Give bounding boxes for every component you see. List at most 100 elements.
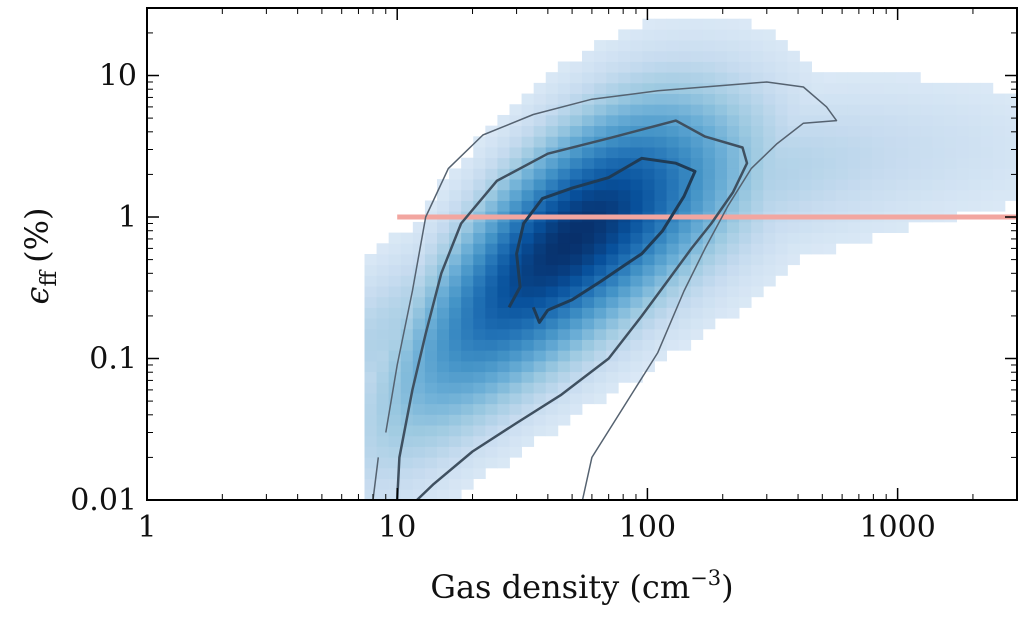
heatmap-cell <box>896 189 909 201</box>
heatmap-cell <box>835 147 849 159</box>
heatmap-cell <box>412 286 426 298</box>
heatmap-cell <box>823 157 837 169</box>
heatmap-cell <box>533 179 547 191</box>
heatmap-cell <box>763 61 776 73</box>
heatmap-cell <box>896 82 909 94</box>
heatmap-cell <box>690 307 704 319</box>
heatmap-cell <box>412 414 426 426</box>
heatmap-cell <box>618 275 631 287</box>
heatmap-cell <box>678 339 692 351</box>
heatmap-cell <box>545 125 559 137</box>
heatmap-cell <box>557 318 571 330</box>
heatmap-cell <box>606 339 619 351</box>
heatmap-cell <box>799 221 812 234</box>
heatmap-cell <box>835 179 849 191</box>
heatmap-cell <box>509 414 522 426</box>
heatmap-cell <box>702 93 716 105</box>
heatmap-cell <box>376 425 390 437</box>
heatmap-cell <box>751 147 764 159</box>
heatmap-cell <box>920 82 933 94</box>
heatmap-cell <box>763 275 776 287</box>
heatmap-cell <box>835 189 849 201</box>
heatmap-cell <box>727 147 740 159</box>
heatmap-cell <box>509 264 522 276</box>
heatmap-cell <box>521 296 535 308</box>
heatmap-cell <box>908 168 921 180</box>
heatmap-cell <box>642 157 655 169</box>
heatmap-cell <box>437 489 450 501</box>
heatmap-cell <box>449 339 462 351</box>
heatmap-cell <box>799 157 812 169</box>
heatmap-cell <box>618 147 631 159</box>
heatmap-cell <box>642 200 655 212</box>
heatmap-cell <box>557 136 571 148</box>
heatmap-cell <box>545 403 559 415</box>
heatmap-cell <box>714 125 728 137</box>
heatmap-cell <box>775 125 788 137</box>
heatmap-cell <box>437 371 450 383</box>
heatmap-cell <box>739 157 752 169</box>
heatmap-cell <box>533 114 547 127</box>
heatmap-cell <box>630 50 643 62</box>
heatmap-cell <box>388 360 402 373</box>
heatmap-cell <box>654 307 667 319</box>
heatmap-cell <box>787 72 800 84</box>
heatmap-cell <box>569 232 583 244</box>
heatmap-cell <box>787 93 800 105</box>
heatmap-cell <box>872 200 885 212</box>
heatmap-cell <box>557 414 571 426</box>
heatmap-cell <box>727 40 740 52</box>
heatmap-cell <box>582 350 595 362</box>
heatmap-cell <box>847 232 861 244</box>
heatmap-cell <box>461 221 474 234</box>
heatmap-cell <box>884 136 897 148</box>
heatmap-cell <box>690 318 704 330</box>
heatmap-cell <box>751 179 764 191</box>
heatmap-cell <box>702 200 716 212</box>
heatmap-cell <box>449 382 462 394</box>
heatmap-cell <box>594 243 607 255</box>
heatmap-cell <box>437 360 450 373</box>
heatmap-cell <box>424 414 438 426</box>
heatmap-cell <box>509 232 522 244</box>
heatmap-cell <box>642 168 655 180</box>
heatmap-cell <box>569 61 583 73</box>
heatmap-cell <box>908 82 921 94</box>
heatmap-cell <box>388 264 402 276</box>
heatmap-cell <box>594 307 607 319</box>
heatmap-cell <box>509 360 522 373</box>
heatmap-cell <box>666 189 680 201</box>
heatmap-cell <box>847 82 861 94</box>
heatmap-cell <box>606 254 619 266</box>
heatmap-cell <box>449 318 462 330</box>
heatmap-cell <box>545 254 559 266</box>
heatmap-cell <box>509 328 522 340</box>
heatmap-cell <box>424 264 438 276</box>
heatmap-cell <box>702 157 716 169</box>
heatmap-cell <box>557 93 571 105</box>
heatmap-cell <box>690 104 704 116</box>
heatmap-cell <box>437 243 450 255</box>
heatmap-cell <box>473 254 486 266</box>
heatmap-cell <box>557 104 571 116</box>
heatmap-cell <box>642 179 655 191</box>
heatmap-cell <box>449 275 462 287</box>
heatmap-cell <box>654 275 667 287</box>
heatmap-cell <box>714 93 728 105</box>
heatmap-cell <box>364 275 377 287</box>
heatmap-cell <box>606 350 619 362</box>
heatmap-cell <box>473 339 486 351</box>
heatmap-cell <box>485 179 498 191</box>
heatmap-cell <box>787 147 800 159</box>
heatmap-cell <box>497 189 510 201</box>
heatmap-cell <box>473 200 486 212</box>
heatmap-cell <box>618 61 631 73</box>
heatmap-cell <box>618 350 631 362</box>
heatmap-cell <box>944 136 957 148</box>
heatmap-cell <box>485 275 498 287</box>
heatmap-cell <box>606 40 619 52</box>
heatmap-cell <box>582 200 595 212</box>
heatmap-cell <box>533 243 547 255</box>
heatmap-cell <box>944 168 957 180</box>
heatmap-cell <box>497 264 510 276</box>
